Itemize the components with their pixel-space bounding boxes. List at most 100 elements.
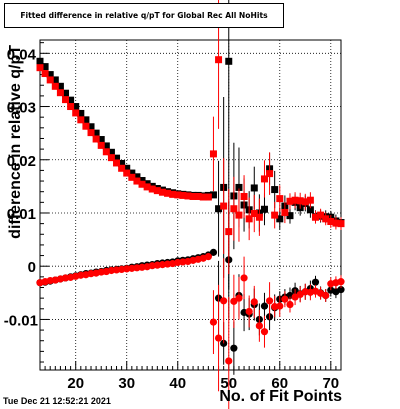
data-point [271,211,279,219]
data-point [291,196,299,204]
data-point [255,322,263,330]
data-point [148,185,156,193]
data-point [92,129,100,137]
series-1 [36,0,345,290]
data-point [36,64,44,72]
data-point [189,192,197,200]
data-point [214,334,223,342]
data-point [322,291,330,300]
data-point [250,210,258,218]
data-point [311,213,319,221]
data-point [286,212,294,220]
data-point [77,109,85,117]
data-point [128,173,136,181]
data-point [306,196,314,204]
data-point [220,297,228,305]
data-point [194,192,202,200]
data-point [123,164,131,172]
data-point [113,154,121,162]
data-point [245,307,253,316]
data-point [158,188,166,196]
data-point [322,215,330,223]
data-point [133,177,141,185]
data-point [179,191,187,199]
data-point [107,148,115,156]
y-tick-label: 0 [28,259,36,276]
data-point [102,148,110,156]
data-point [337,286,345,294]
data-point [102,142,110,150]
data-point [41,63,49,71]
data-point [327,218,335,225]
data-point [46,71,54,79]
data-point [97,141,105,149]
data-point [36,57,44,65]
data-point [77,116,85,124]
data-point [123,169,131,177]
data-point [169,190,177,198]
chart-title: Fitted difference in relative q/pT for G… [4,3,284,28]
data-point [337,220,345,228]
data-point [250,184,258,192]
data-point [265,297,274,305]
data-point [118,164,126,172]
data-point [260,205,268,213]
data-point [260,302,269,310]
data-point [143,183,151,191]
data-point [118,159,126,167]
data-point [199,193,207,201]
x-tick-label: 30 [118,375,135,392]
data-point [276,215,284,223]
data-point [286,197,294,205]
data-point [184,192,192,200]
data-point [225,228,233,236]
data-point [271,186,279,194]
data-point [245,215,253,223]
data-point [230,344,238,352]
data-point [41,70,49,78]
timestamp: Tue Dec 21 12:52:21 2021 [3,396,111,406]
data-point [97,136,105,144]
data-point [204,193,212,201]
data-point [209,248,218,256]
data-point [225,357,233,365]
data-point [281,208,289,216]
data-point [209,318,218,326]
data-point [260,328,269,336]
data-point [296,197,304,205]
data-point [67,103,75,111]
data-point [164,189,172,197]
data-point [215,56,223,64]
y-tick-label: -0.01 [4,312,38,329]
x-tick-label: 70 [322,375,339,392]
data-point [113,159,121,167]
data-point [51,76,59,84]
data-point [332,219,340,227]
x-tick-label: 60 [271,375,288,392]
data-point [67,96,75,104]
data-point [87,129,95,137]
data-point [133,173,141,181]
data-point [82,116,90,124]
x-tick-label: 40 [169,375,186,392]
data-point [153,187,161,195]
data-point [215,205,223,213]
data-point [276,195,284,203]
data-point [51,82,59,90]
data-point [306,206,314,214]
data-point [240,192,248,200]
y-tick-label: 0.03 [7,100,36,117]
data-point [72,103,80,111]
x-tick-label: 20 [67,375,84,392]
series-2 [36,201,345,375]
y-tick-label: 0.04 [7,46,37,63]
data-point [230,205,238,213]
data-point [337,278,345,286]
data-point [138,177,146,185]
x-axis-label: No. of Fit Points [219,388,342,405]
data-point [174,191,182,199]
data-point [311,278,320,286]
data-point [56,82,64,90]
data-point [138,180,146,188]
